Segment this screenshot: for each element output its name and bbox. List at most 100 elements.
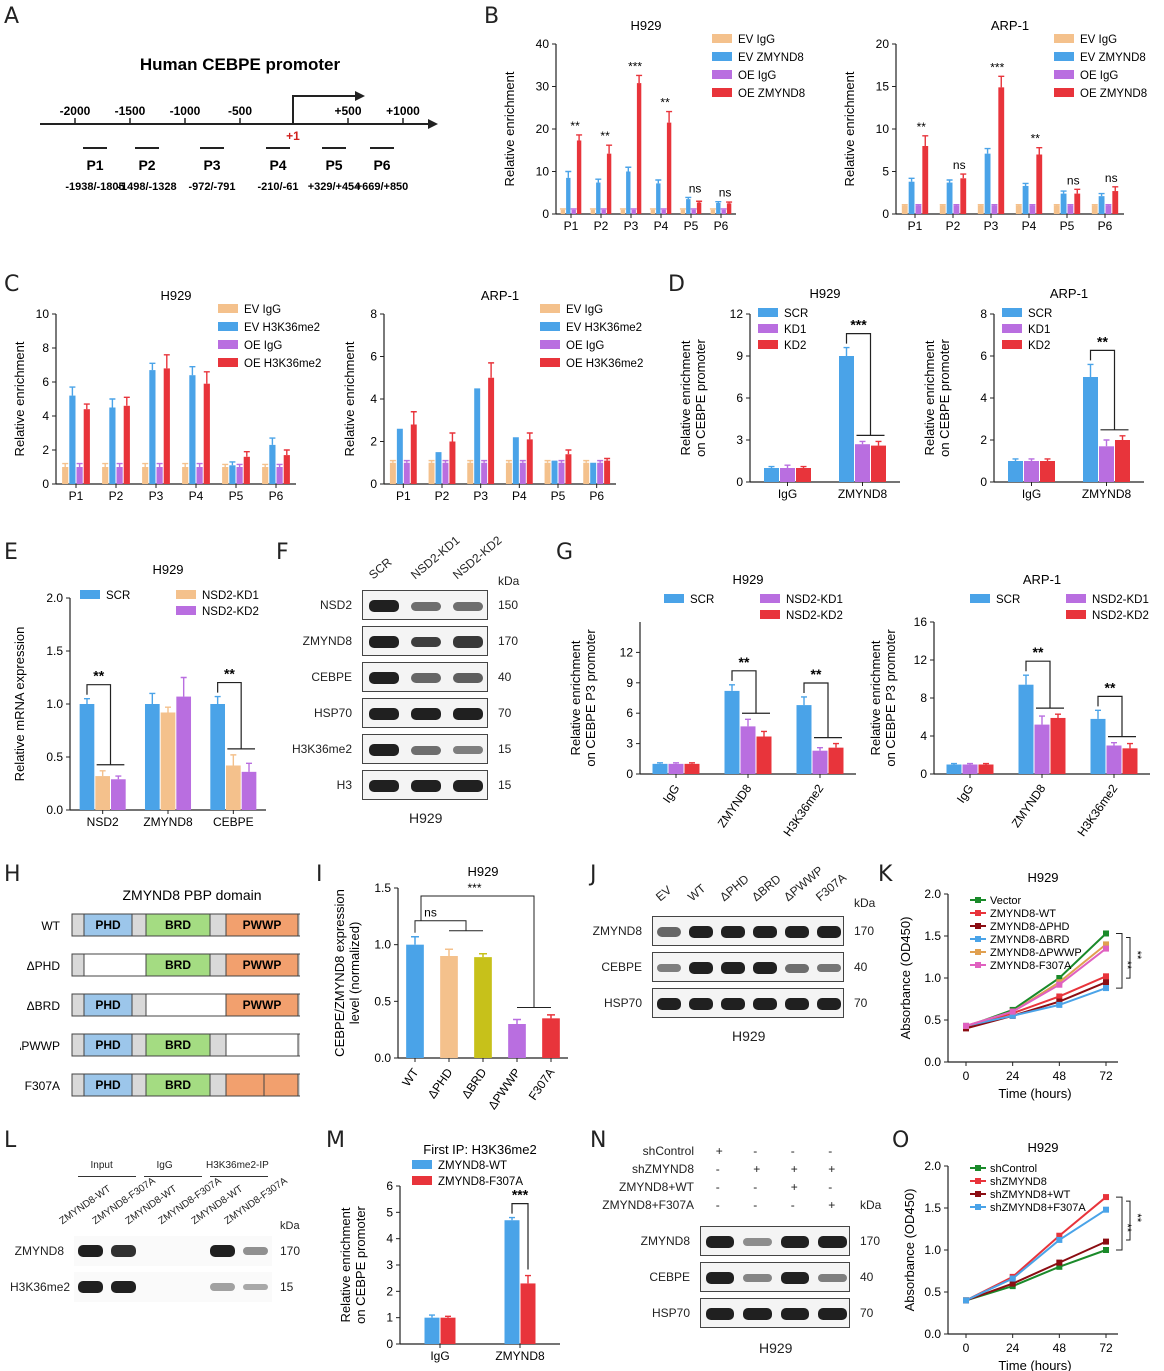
x-tick-label: ΔPWWP: [485, 1066, 523, 1112]
panel-label-L: L: [4, 1128, 17, 1153]
error-bar: [509, 1216, 515, 1221]
error-bar: [149, 692, 156, 704]
legend-swatch: [970, 594, 990, 603]
kda-value: 70: [860, 1306, 874, 1320]
construct-name: F307A: [25, 1079, 60, 1093]
linker: [209, 953, 227, 977]
y-axis-label: Absorbance (OD450): [902, 1189, 917, 1312]
x-tick-label: P4: [189, 489, 204, 503]
legend-swatch: [1066, 610, 1086, 619]
chart-title: H929: [630, 18, 661, 33]
significance-label: **: [1131, 1214, 1143, 1223]
condition-label: ZMYND8+WT: [619, 1180, 694, 1194]
chart-title: H929: [1027, 870, 1058, 885]
legend-label: EV ZMYND8: [738, 52, 804, 64]
bracket: [1126, 936, 1131, 979]
region-name: P4: [269, 157, 286, 173]
bar: [839, 356, 854, 482]
band: [77, 1281, 104, 1293]
x-tick-label: ΔPHD: [425, 1065, 456, 1101]
panel-label-C: C: [4, 272, 20, 297]
error-bar: [967, 762, 973, 765]
data-point: [1103, 930, 1109, 937]
y-tick-label: 9: [736, 349, 743, 363]
blot-row-label: HSP70: [313, 706, 352, 720]
legend-label: shZMYND8+WT: [990, 1189, 1071, 1201]
y-axis-label: Relative enrichment: [12, 341, 27, 456]
promoter-tick-label: +500: [334, 104, 361, 118]
bracket: [1089, 349, 1116, 430]
legend-label: SCR: [106, 590, 130, 602]
error-bar: [843, 346, 850, 356]
bar: [855, 444, 870, 482]
error-bar: [243, 451, 250, 457]
legend-label: NSD2-KD1: [786, 594, 843, 606]
error-bar: [283, 449, 290, 456]
legend-swatch: [176, 590, 196, 599]
linker: [71, 993, 85, 1017]
error-bar: [619, 208, 626, 210]
legend-swatch: [758, 324, 778, 333]
significance-label: **: [739, 654, 750, 670]
y-tick-label: 0: [386, 1337, 393, 1351]
bar: [601, 209, 606, 214]
error-bar: [655, 179, 662, 184]
y-axis-label: on CEBPE P3 promoter: [583, 629, 598, 767]
y-tick-label: 0.5: [374, 994, 391, 1008]
legend-label: ZMYND8-ΔPHD: [990, 921, 1070, 933]
y-tick-label: 16: [914, 615, 928, 629]
construct-name: WT: [41, 919, 60, 933]
error-bar: [660, 208, 667, 210]
blot-caption: H929: [409, 810, 443, 826]
legend-label: SCR: [1028, 308, 1052, 320]
x-tick-label: P1: [908, 219, 923, 233]
bracket: [1116, 1196, 1123, 1251]
band: [657, 927, 681, 937]
y-tick-label: 1.5: [924, 929, 941, 943]
band: [452, 673, 484, 683]
condition-sign: -: [715, 1198, 720, 1212]
data-point: [1103, 941, 1109, 948]
data-point: [1056, 1232, 1063, 1239]
blot-row-label: CEBPE: [649, 1270, 690, 1284]
pwwp-domain: [225, 993, 299, 1017]
band: [721, 926, 745, 938]
bar: [505, 462, 512, 484]
blot-caption: H929: [759, 1340, 793, 1356]
x-tick-label: P3: [149, 489, 164, 503]
band: [689, 926, 713, 938]
y-axis-label: Relative enrichment: [868, 640, 883, 755]
domain-diagram: ZMYND8 PBP domain WT PHD BRD PWWP ΔPHD BRD PWW…: [20, 887, 300, 1097]
error-bar: [1060, 190, 1067, 194]
chart-O: H929 Absorbance (OD450) Time (hours) 0.0 0.5…: [902, 1140, 1143, 1371]
legend-label: SCR: [784, 308, 808, 320]
error-bar: [99, 770, 106, 777]
band: [452, 636, 484, 648]
y-tick-label: 0.0: [924, 1327, 941, 1341]
error-bar: [1053, 203, 1060, 206]
significance-label: **: [660, 96, 670, 110]
legend-label: NSD2-KD1: [1092, 594, 1149, 606]
bar: [946, 764, 962, 774]
band: [743, 1308, 772, 1320]
error-bar: [1036, 147, 1043, 155]
error-bar: [565, 170, 572, 178]
linker: [209, 913, 227, 937]
band: [721, 962, 745, 974]
x-tick-label: P6: [1098, 219, 1113, 233]
y-tick-label: 1.0: [924, 971, 941, 985]
blot-row: [362, 698, 488, 728]
significance-label: ***: [467, 881, 481, 895]
bar: [504, 1220, 520, 1344]
bracket: [511, 1203, 529, 1270]
y-axis-label: Relative enrichment: [842, 71, 857, 186]
significance-label: ns: [1105, 171, 1118, 185]
construct-name: ΔBRD: [27, 999, 61, 1013]
error-bar: [690, 208, 697, 210]
y-tick-label: 20: [876, 37, 890, 51]
bar: [1060, 193, 1067, 214]
bar: [1091, 205, 1098, 214]
bar: [1098, 196, 1105, 214]
domain-diagram-title: ZMYND8 PBP domain: [122, 887, 261, 903]
band: [452, 601, 484, 611]
